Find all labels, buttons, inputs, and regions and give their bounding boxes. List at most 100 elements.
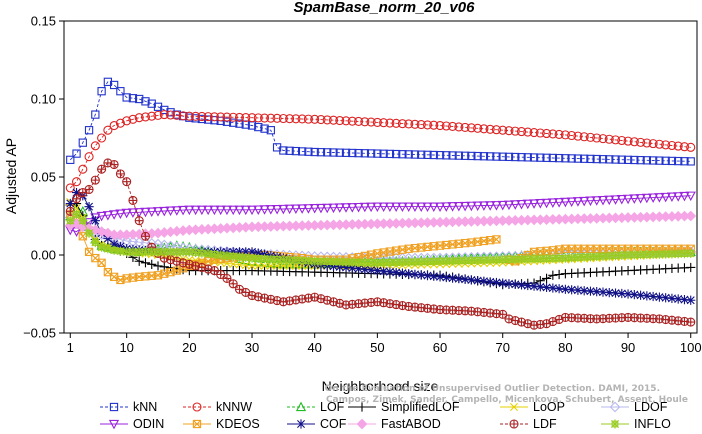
data-point-odin [547,198,558,208]
data-point-odin [83,218,95,228]
legend-item-cof: COF [287,417,347,431]
data-point-odin [597,195,609,206]
data-point-knn [580,154,589,163]
data-point-simplifiedlof [541,273,552,283]
data-point-knnw [579,132,589,142]
data-point-inflo [241,252,251,263]
data-point-knn [611,155,620,164]
data-point-inflo [90,237,100,248]
data-point-odin [290,204,302,215]
data-point-odin [516,199,527,210]
data-point-odin [591,196,602,206]
data-point-odin [629,194,640,204]
legend-marker-simplifiedlof [357,402,367,412]
data-point-cof [234,247,245,257]
data-point-knnw [567,130,577,141]
data-point-simplifiedlof [153,261,163,271]
x-axis-label: Neighborhood size [322,378,439,394]
data-point-inflo [184,247,194,257]
data-point-knnw [473,123,483,133]
data-point-odin [309,204,320,214]
data-point-knn [523,153,532,162]
data-point-odin [416,202,427,213]
data-point-knnw [241,113,251,123]
data-point-cof [617,288,627,299]
data-point-odin [397,202,408,213]
data-point-knnw [479,124,489,134]
data-point-odin [127,208,139,218]
data-point-cof [385,267,395,277]
data-point-odin [121,208,132,219]
data-point-cof [103,234,113,244]
chart-title: SpamBase_norm_20_v06 [294,0,476,16]
data-point-knnw [65,183,75,193]
data-point-knn [66,155,75,164]
data-point-cof [661,293,671,303]
data-point-knnw [216,112,226,122]
data-point-knn [417,150,426,159]
data-point-odin [209,205,220,216]
data-point-knn [316,148,326,157]
data-point-knnw [234,112,245,122]
data-point-knnw [184,111,194,121]
legend-label-cof: COF [320,417,347,431]
data-point-knnw [103,125,113,135]
legend-label-odin: ODIN [133,417,164,431]
data-point-ldf [140,231,151,241]
data-point-odin [384,202,396,213]
data-point-cof [548,283,558,293]
data-point-odin [297,204,308,214]
data-point-cof [648,291,658,302]
data-point-knn [116,87,125,96]
data-point-knnw [654,139,664,149]
data-point-knnw [466,123,476,133]
data-point-odin [434,202,446,213]
data-point-cof [686,295,696,305]
data-point-knn [529,153,539,162]
data-point-odin [378,202,389,213]
data-point-knnw [247,113,257,123]
data-point-odin [566,197,577,208]
data-point-ldf [184,259,194,269]
data-point-knn [623,155,633,164]
legend-item-loop: LoOP [500,400,565,414]
data-point-knn [423,150,432,159]
data-point-knnw [147,111,157,121]
data-point-knnw [535,128,545,138]
data-point-knnw [422,120,433,130]
legend-label-simplifiedlof: SimplifiedLOF [381,400,460,414]
y-tick-label: 0.15 [31,14,56,29]
data-point-inflo [109,245,119,255]
data-point-ldf [498,309,508,319]
data-point-cof [347,263,357,273]
data-point-knnw [341,116,351,126]
data-point-knn [329,148,338,157]
data-point-odin [240,205,251,216]
data-point-fastabod [685,210,697,222]
data-point-simplifiedlof [134,256,144,266]
data-point-odin [491,201,502,211]
data-point-odin [203,205,214,216]
data-point-cof [560,284,570,294]
data-point-loop [279,261,288,270]
data-point-knnw [598,134,608,144]
data-point-knnw [354,116,364,127]
legend-marker-inflo [610,419,620,429]
legend-label-fastabod: FastABOD [381,417,441,431]
data-point-knnw [491,125,501,135]
data-point-odin [347,203,358,213]
data-point-cof [447,273,458,283]
data-point-loop [260,261,269,270]
data-point-cof [623,289,633,299]
y-axis: −0.05 0.00 0.05 0.10 0.15 [23,14,64,341]
data-point-knnw [165,110,176,120]
data-point-knnw [303,114,313,124]
data-point-cof [567,285,577,295]
series-odin [65,191,696,237]
data-point-knn [109,80,119,90]
credit-authors: Campos, Zimek, Sander, Campello, Micenko… [326,395,688,405]
data-point-knnw [172,110,182,120]
data-point-knn [467,151,476,161]
legend-marker-cof [296,419,306,429]
legend-item-fastabod: FastABOD [348,417,441,431]
